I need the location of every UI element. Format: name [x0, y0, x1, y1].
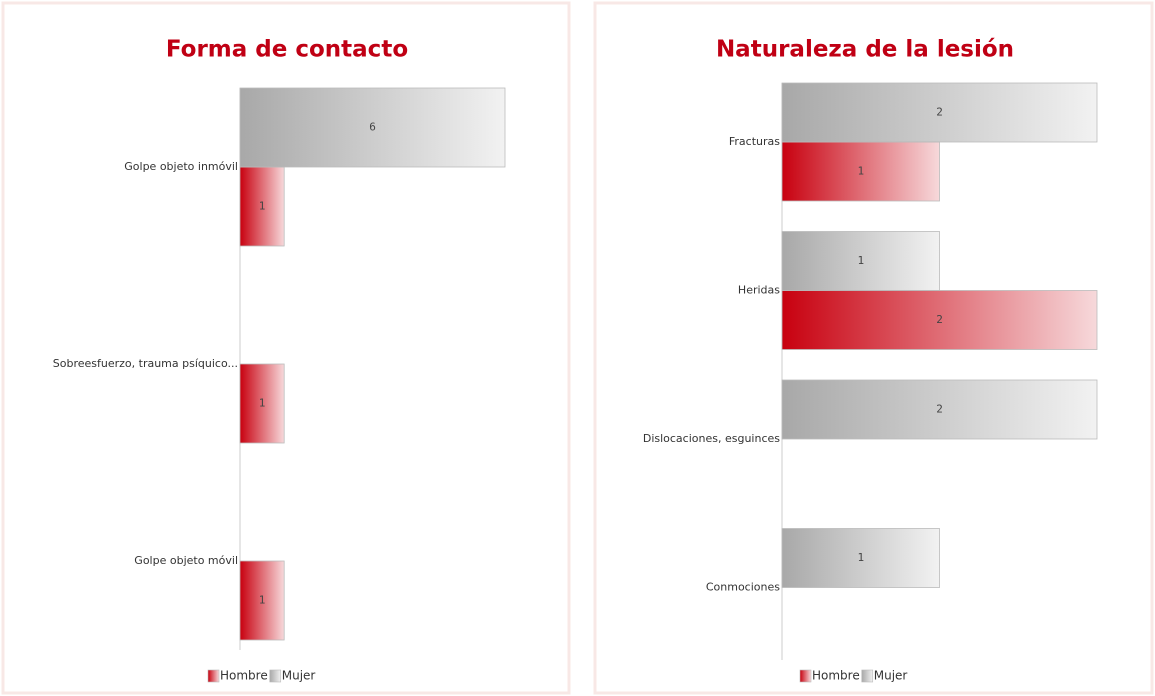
bar: [239, 87, 506, 168]
bar: [239, 363, 285, 444]
legend-label: Hombre: [220, 669, 268, 683]
legend-swatch: [269, 669, 282, 683]
data-label: 1: [259, 594, 266, 607]
category-label: Dislocaciones, esguinces: [643, 432, 780, 445]
bar: [781, 379, 1098, 440]
data-label: 2: [936, 313, 943, 326]
category-label: Golpe objeto móvil: [134, 554, 238, 567]
legend-swatch: [207, 669, 220, 683]
bar: [781, 290, 1098, 350]
panel: [1, 1, 571, 695]
bar: [781, 528, 940, 588]
bar: [239, 560, 285, 641]
bar: [781, 231, 940, 291]
legend-swatch: [861, 669, 874, 683]
data-label: 2: [936, 106, 943, 119]
category-label: Golpe objeto inmóvil: [124, 160, 238, 173]
data-label: 1: [857, 254, 864, 267]
bar: [781, 141, 940, 202]
legend-swatch: [799, 669, 812, 683]
data-label: 1: [259, 200, 266, 213]
data-label: 6: [369, 121, 376, 134]
category-label: Conmociones: [706, 581, 780, 594]
category-label: Fracturas: [729, 135, 780, 148]
data-label: 1: [857, 165, 864, 178]
legend-label: Mujer: [874, 669, 908, 683]
data-label: 1: [259, 397, 266, 410]
legend-label: Hombre: [812, 669, 860, 683]
panel: [593, 1, 1154, 695]
data-label: 2: [936, 403, 943, 416]
category-label: Sobreesfuerzo, trauma psíquico...: [53, 357, 238, 370]
category-label: Heridas: [738, 284, 780, 297]
bar: [781, 82, 1098, 143]
bar: [239, 166, 285, 247]
chart-title: Forma de contacto: [166, 37, 408, 63]
data-label: 1: [857, 551, 864, 564]
legend-label: Mujer: [282, 669, 316, 683]
chart-title: Naturaleza de la lesión: [716, 37, 1014, 63]
